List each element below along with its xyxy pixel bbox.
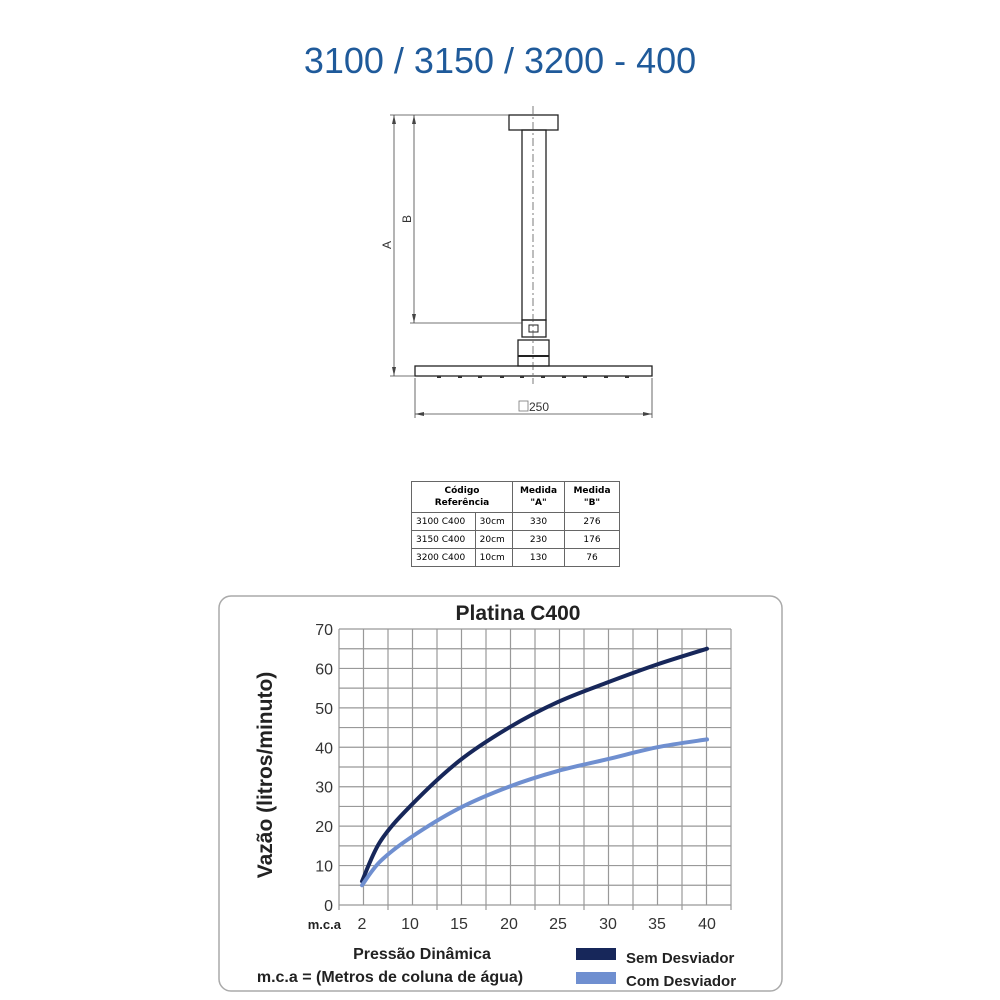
cell-b: 76 — [564, 548, 620, 567]
x-tick-label: 25 — [549, 916, 567, 933]
header-code-line2: Referência — [434, 498, 490, 508]
x-axis-label: Pressão Dinâmica — [353, 946, 491, 963]
legend-swatch-com — [576, 972, 616, 984]
header-code-line1: Código — [444, 486, 480, 496]
shower-plate — [414, 365, 653, 377]
x-tick-label: 15 — [450, 916, 468, 933]
chart-grid — [338, 628, 732, 910]
y-tick-label: 20 — [315, 819, 333, 836]
x-tick-label: 40 — [698, 916, 716, 933]
y-axis-label: Vazão (litros/minuto) — [254, 672, 277, 879]
x-tick-label: 35 — [648, 916, 666, 933]
chart-frame — [218, 595, 783, 992]
header-a: Medida "A" — [512, 481, 565, 513]
header-code: Código Referência — [411, 481, 513, 513]
header-b-line1: Medida — [573, 486, 611, 496]
y-tick-label: 40 — [315, 740, 333, 757]
x-tick-label: 20 — [500, 916, 518, 933]
y-tick-label: 30 — [315, 780, 333, 797]
header-b: Medida "B" — [564, 481, 620, 513]
footnote: m.c.a = (Metros de coluna de água) — [257, 969, 523, 986]
y-tick-label: 10 — [315, 859, 333, 876]
legend-label-com: Com Desviador — [626, 973, 736, 990]
y-tick-label: 0 — [324, 898, 333, 915]
header-a-line2: "A" — [530, 498, 547, 508]
dimension-b-label: B — [400, 215, 414, 223]
spec-table: Código Referência Medida "A" Medida "B" 310… — [411, 481, 620, 567]
header-b-line2: "B" — [583, 498, 601, 508]
x-tick-label: 10 — [401, 916, 419, 933]
y-tick-label: 50 — [315, 701, 333, 718]
chart-title: Platina C400 — [456, 602, 581, 625]
cell-code: 3200 C400 — [411, 548, 476, 567]
table-row: 3150 C400 20cm 230 176 — [411, 530, 620, 549]
page-title: 3100 / 3150 / 3200 - 400 — [303, 40, 697, 81]
series-line-sem-desviador — [360, 646, 709, 884]
legend-label-sem: Sem Desviador — [626, 950, 735, 967]
table-header-row: Código Referência Medida "A" Medida "B" — [411, 481, 620, 513]
cell-length: 10cm — [474, 548, 514, 567]
dimension-width-label: 250 — [529, 400, 549, 414]
x-tick-label: 30 — [599, 916, 617, 933]
x-unit-label: m.c.a — [308, 917, 342, 932]
square-symbol-icon — [518, 400, 529, 412]
y-tick-label: 70 — [315, 622, 333, 639]
y-tick-label: 60 — [315, 661, 333, 678]
connector — [521, 319, 547, 338]
x-tick-label: 2 — [358, 916, 367, 933]
technical-drawing: A B 250 — [380, 106, 653, 418]
legend-swatch-sem — [576, 948, 616, 960]
series-line-com-desviador — [360, 737, 709, 888]
header-a-line1: Medida — [519, 486, 558, 496]
dimension-a-label: A — [380, 241, 394, 249]
table-row: 3200 C400 10cm 130 76 — [411, 548, 620, 567]
nozzles — [437, 376, 629, 378]
connector-detail — [528, 324, 539, 333]
cell-a: 130 — [512, 548, 565, 567]
table-row: 3100 C400 30cm 330 276 — [411, 512, 620, 531]
